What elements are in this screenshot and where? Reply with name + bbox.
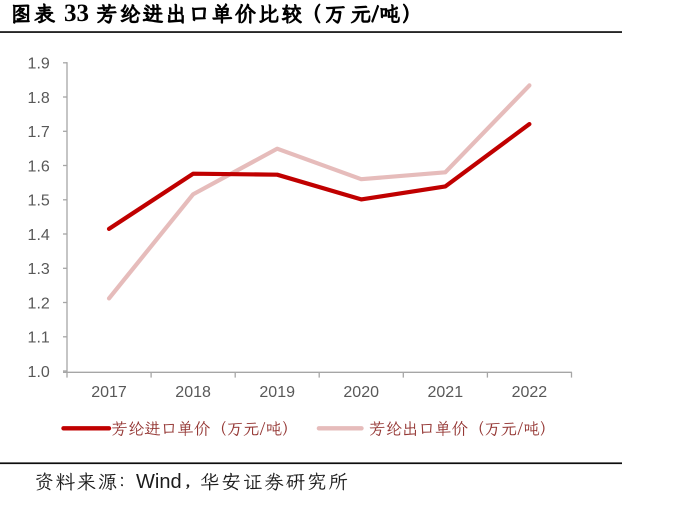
svg-text:1.0: 1.0 [28,364,50,381]
svg-text:2019: 2019 [259,384,295,401]
svg-text:1.5: 1.5 [28,193,50,210]
svg-text:33: 33 [64,0,89,27]
svg-text:Wind: Wind [136,471,182,493]
svg-text:2020: 2020 [343,384,379,401]
svg-text:1.2: 1.2 [28,295,50,312]
svg-text:1.6: 1.6 [28,158,50,175]
svg-text:1.4: 1.4 [28,227,50,244]
svg-text:2021: 2021 [428,384,464,401]
svg-text:2022: 2022 [512,384,548,401]
svg-text:1.3: 1.3 [28,261,50,278]
svg-text:1.7: 1.7 [28,124,50,141]
svg-text:1.1: 1.1 [28,330,50,347]
svg-text:2017: 2017 [91,384,127,401]
svg-text:1.8: 1.8 [28,90,50,107]
svg-text:1.9: 1.9 [28,56,50,73]
svg-text:2018: 2018 [175,384,211,401]
